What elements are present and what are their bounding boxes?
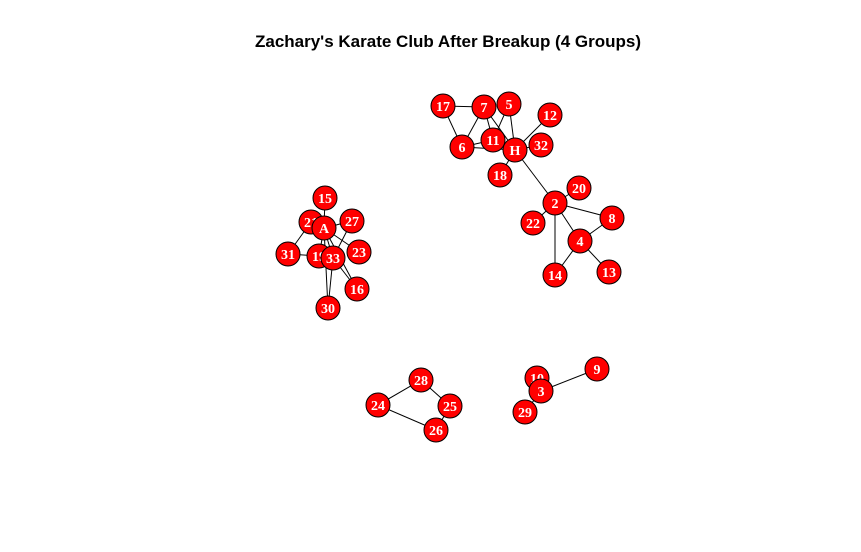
node-circle [528, 132, 554, 158]
node-18: 18 [487, 162, 513, 188]
node-label: 18 [493, 169, 507, 184]
node-A: A [311, 215, 337, 241]
node-circle [320, 245, 346, 271]
node-29: 29 [512, 399, 538, 425]
node-label: 27 [345, 215, 359, 230]
node-label: 14 [548, 269, 562, 284]
node-label: 13 [602, 266, 616, 281]
node-label: 23 [352, 246, 366, 261]
node-circle [584, 356, 610, 382]
node-30: 30 [315, 295, 341, 321]
node-label: 8 [609, 212, 616, 227]
node-9: 9 [584, 356, 610, 382]
node-circle [275, 241, 301, 267]
node-11: 11 [480, 127, 506, 153]
node-23: 23 [346, 239, 372, 265]
node-27: 27 [339, 208, 365, 234]
node-15: 15 [312, 185, 338, 211]
node-label: 7 [481, 101, 488, 116]
node-circle [312, 185, 338, 211]
node-label: 12 [543, 109, 557, 124]
node-circle [542, 190, 568, 216]
node-2: 2 [542, 190, 568, 216]
node-16: 16 [344, 276, 370, 302]
node-31: 31 [275, 241, 301, 267]
node-label: A [319, 222, 330, 237]
node-label: 25 [443, 400, 457, 415]
node-circle [430, 93, 456, 119]
node-circle [520, 210, 546, 236]
node-17: 17 [430, 93, 456, 119]
node-circle [528, 378, 554, 404]
node-circle [423, 417, 449, 443]
node-circle [449, 134, 475, 160]
node-8: 8 [599, 205, 625, 231]
node-circle [315, 295, 341, 321]
node-circle [487, 162, 513, 188]
node-25: 25 [437, 393, 463, 419]
node-28: 28 [408, 367, 434, 393]
node-circle [365, 392, 391, 418]
node-26: 26 [423, 417, 449, 443]
node-circle [408, 367, 434, 393]
node-32: 32 [528, 132, 554, 158]
node-circle [480, 127, 506, 153]
node-label: 31 [281, 248, 295, 263]
node-13: 13 [596, 259, 622, 285]
node-label: 17 [436, 100, 450, 115]
node-circle [502, 137, 528, 163]
node-label: 9 [594, 363, 601, 378]
node-20: 20 [566, 175, 592, 201]
node-circle [599, 205, 625, 231]
node-circle [542, 262, 568, 288]
node-label: 11 [486, 134, 499, 149]
node-12: 12 [537, 102, 563, 128]
node-24: 24 [365, 392, 391, 418]
node-label: 6 [459, 141, 466, 156]
node-label: 26 [429, 424, 443, 439]
node-3: 3 [528, 378, 554, 404]
node-label: 20 [572, 182, 586, 197]
node-circle [567, 228, 593, 254]
node-label: 2 [552, 197, 559, 212]
node-label: 33 [326, 252, 340, 267]
node-circle [512, 399, 538, 425]
node-H: H [502, 137, 528, 163]
node-14: 14 [542, 262, 568, 288]
node-circle [596, 259, 622, 285]
node-label: 15 [318, 192, 332, 207]
node-circle [496, 91, 522, 117]
node-label: 5 [506, 98, 513, 113]
node-6: 6 [449, 134, 475, 160]
node-circle [339, 208, 365, 234]
node-7: 7 [471, 94, 497, 120]
node-label: 3 [538, 385, 545, 400]
node-label: 24 [371, 399, 385, 414]
node-circle [346, 239, 372, 265]
node-circle [437, 393, 463, 419]
node-5: 5 [496, 91, 522, 117]
node-circle [471, 94, 497, 120]
node-22: 22 [520, 210, 546, 236]
node-label: 32 [534, 139, 548, 154]
node-label: 28 [414, 374, 428, 389]
node-circle [566, 175, 592, 201]
node-label: 30 [321, 302, 335, 317]
node-33: 33 [320, 245, 346, 271]
node-circle [344, 276, 370, 302]
chart-title: Zachary's Karate Club After Breakup (4 G… [255, 32, 641, 51]
node-label: 29 [518, 406, 532, 421]
node-circle [311, 215, 337, 241]
node-4: 4 [567, 228, 593, 254]
node-label: 22 [526, 217, 540, 232]
node-label: 4 [577, 235, 584, 250]
node-label: 16 [350, 283, 364, 298]
node-circle [537, 102, 563, 128]
node-label: H [510, 144, 521, 159]
